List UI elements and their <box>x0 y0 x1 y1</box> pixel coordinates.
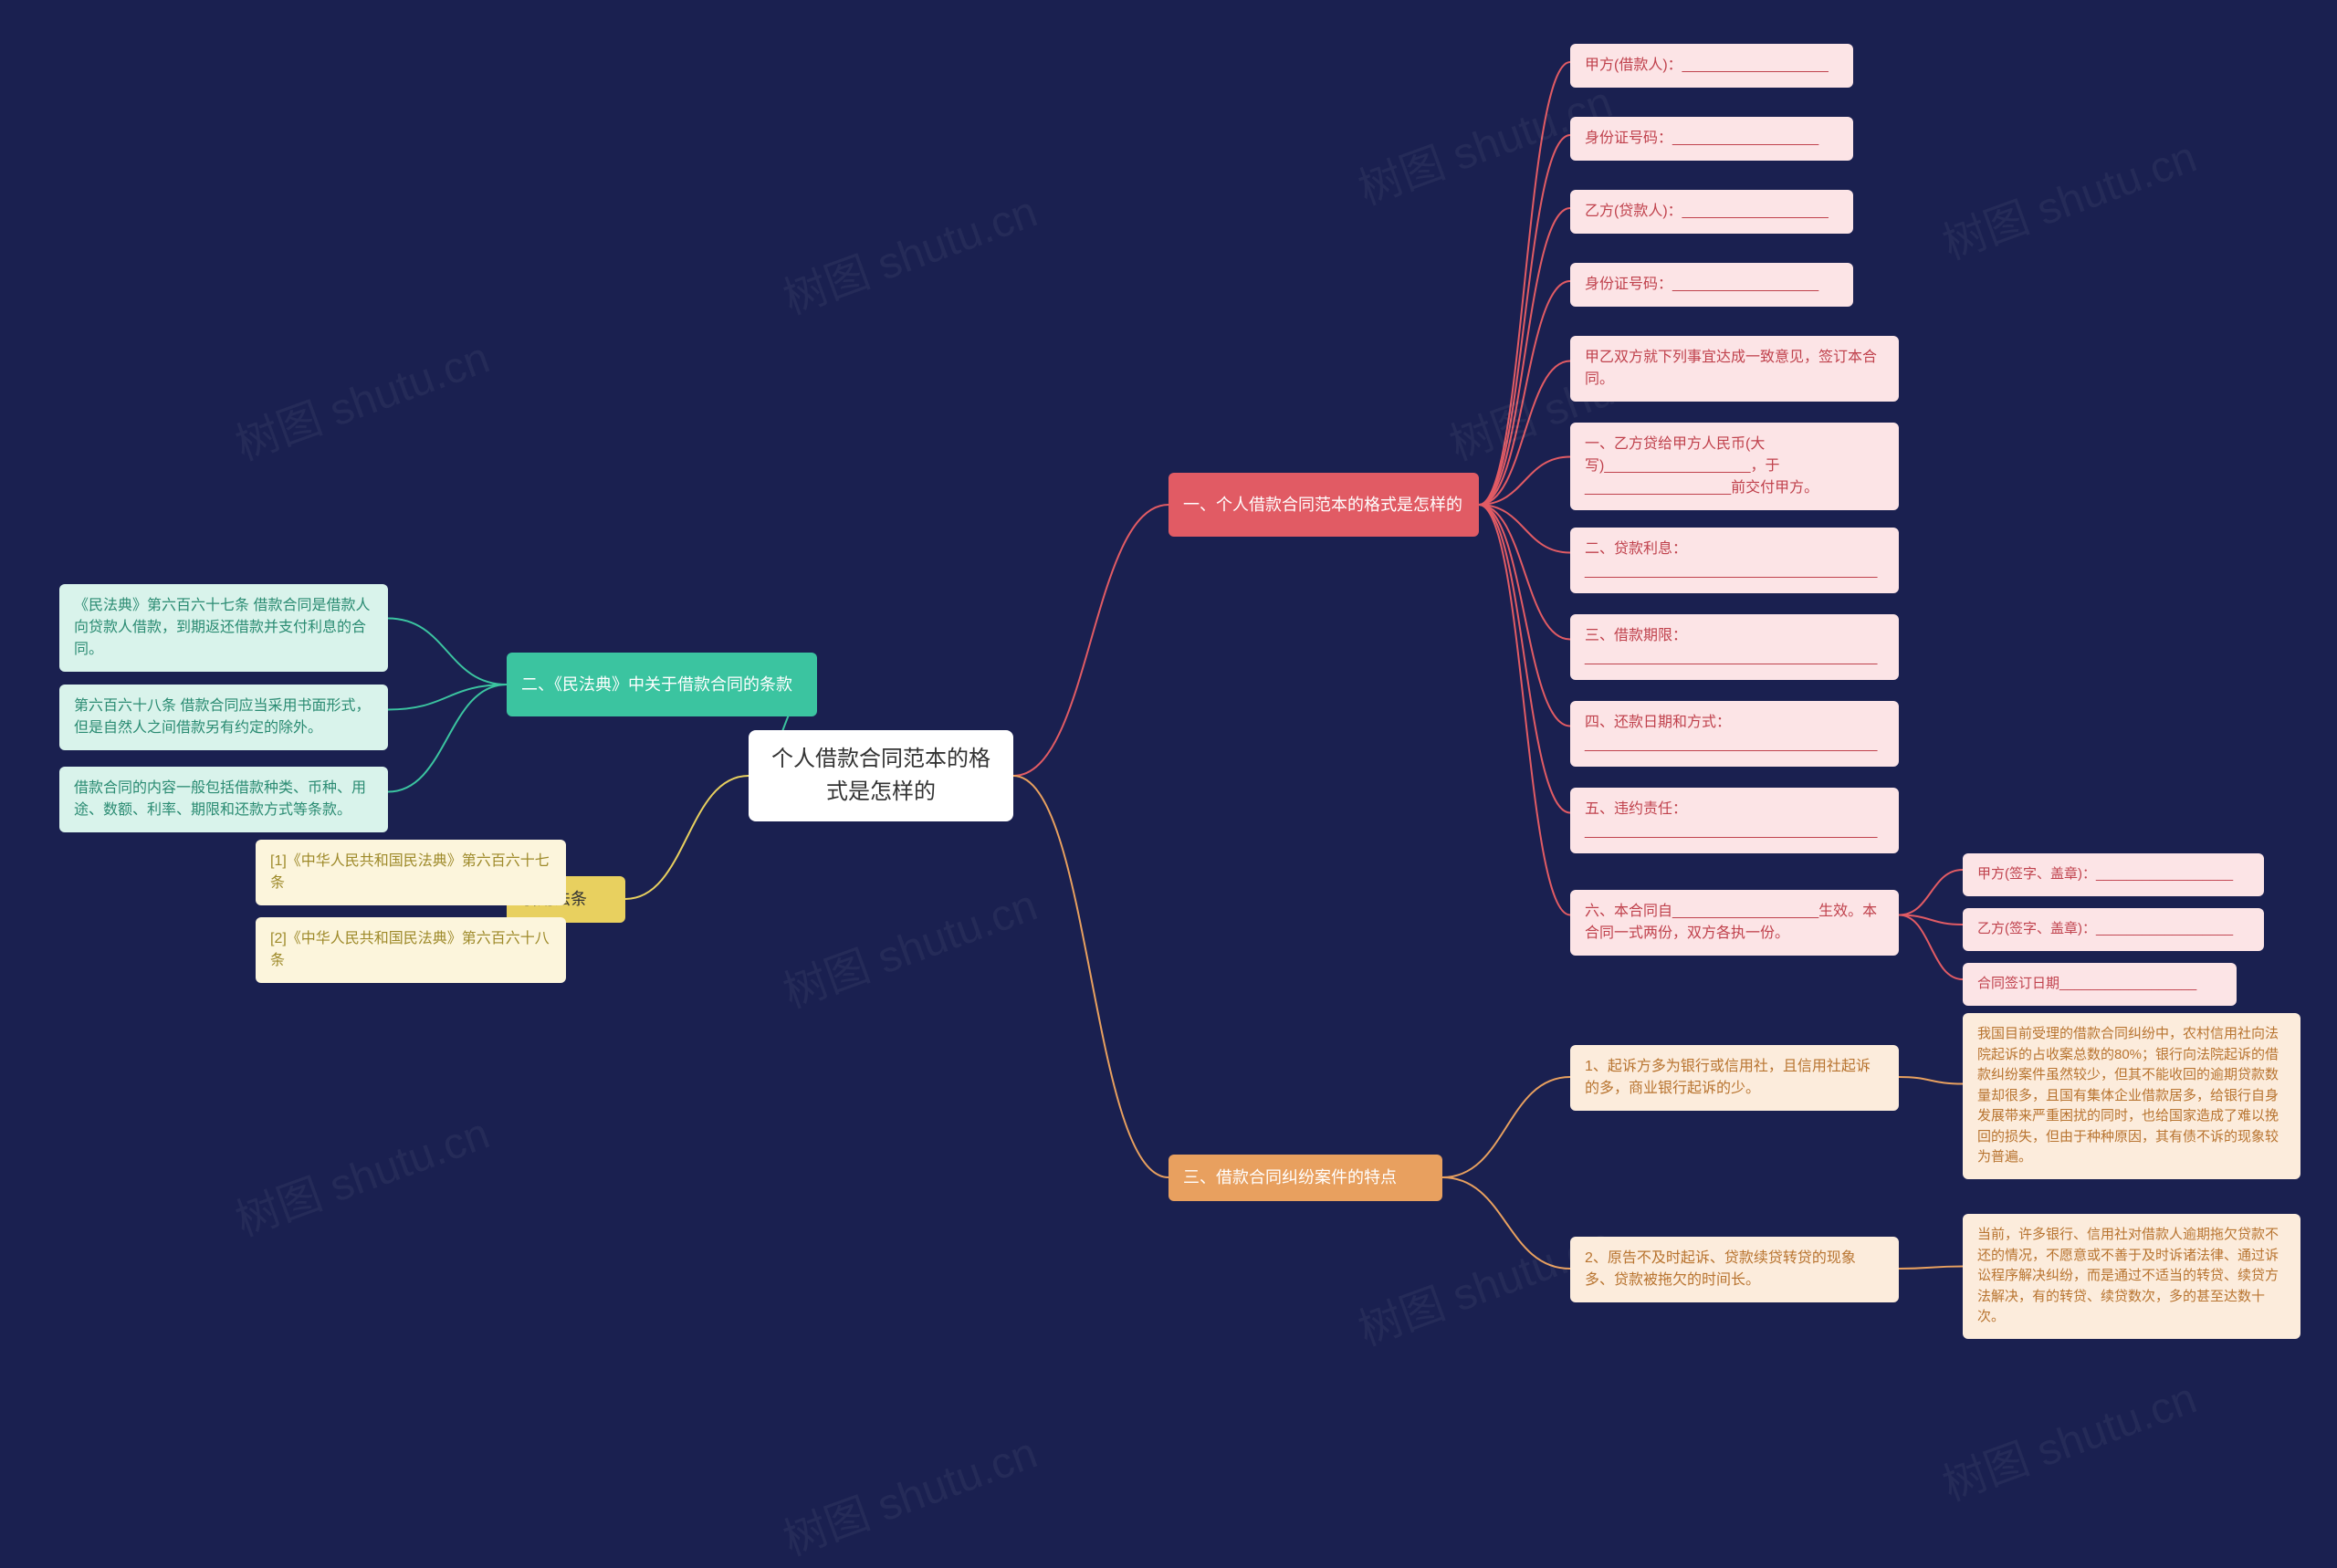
child-r1: [1]《中华人民共和国民法典》第六百六十七条 <box>256 840 566 905</box>
child-d1: 《民法典》第六百六十七条 借款合同是借款人向贷款人借款，到期返还借款并支付利息的… <box>59 584 388 672</box>
sub-f2: 当前，许多银行、信用社对借款人逾期拖欠贷款不还的情况，不愿意或不善于及时诉诸法律… <box>1963 1214 2300 1339</box>
watermark: 树图 shutu.cn <box>773 175 1044 326</box>
child-d3: 借款合同的内容一般包括借款种类、币种、用途、数额、利率、期限和还款方式等条款。 <box>59 767 388 832</box>
child-c6: 一、乙方贷给甲方人民币(大写)__________________，于_____… <box>1570 423 1899 510</box>
child-e2: 2、原告不及时起诉、贷款续贷转贷的现象多、贷款被拖欠的时间长。 <box>1570 1237 1899 1302</box>
watermark: 树图 shutu.cn <box>773 869 1044 1019</box>
watermark: 树图 shutu.cn <box>225 321 497 472</box>
branch-one: 一、个人借款合同范本的格式是怎样的 <box>1168 473 1479 537</box>
child-c4: 身份证号码：__________________ <box>1570 263 1853 307</box>
watermark: 树图 shutu.cn <box>1933 120 2204 271</box>
child-c5: 甲乙双方就下列事宜达成一致意见，签订本合同。 <box>1570 336 1899 402</box>
child-c8: 三、借款期限：_________________________________… <box>1570 614 1899 680</box>
watermark: 树图 shutu.cn <box>225 1097 497 1248</box>
child-c11: 六、本合同自__________________生效。本合同一式两份，双方各执一… <box>1570 890 1899 956</box>
sub-s3: 合同签订日期__________________ <box>1963 963 2237 1006</box>
child-c1: 甲方(借款人)：__________________ <box>1570 44 1853 88</box>
child-c2: 身份证号码：__________________ <box>1570 117 1853 161</box>
child-c9: 四、还款日期和方式：______________________________… <box>1570 701 1899 767</box>
branch-two: 二、《民法典》中关于借款合同的条款 <box>507 653 817 716</box>
child-c3: 乙方(贷款人)：__________________ <box>1570 190 1853 234</box>
child-c10: 五、违约责任：_________________________________… <box>1570 788 1899 853</box>
child-d2: 第六百六十八条 借款合同应当采用书面形式，但是自然人之间借款另有约定的除外。 <box>59 685 388 750</box>
sub-f1: 我国目前受理的借款合同纠纷中，农村信用社向法院起诉的占收案总数的80%；银行向法… <box>1963 1013 2300 1179</box>
child-r2: [2]《中华人民共和国民法典》第六百六十八条 <box>256 917 566 983</box>
sub-s1: 甲方(签字、盖章)：__________________ <box>1963 853 2264 896</box>
branch-three: 三、借款合同纠纷案件的特点 <box>1168 1155 1442 1201</box>
child-e1: 1、起诉方多为银行或信用社，且信用社起诉的多，商业银行起诉的少。 <box>1570 1045 1899 1111</box>
center-node: 个人借款合同范本的格式是怎样的 <box>749 730 1013 821</box>
watermark: 树图 shutu.cn <box>1933 1362 2204 1512</box>
sub-s2: 乙方(签字、盖章)：__________________ <box>1963 908 2264 951</box>
child-c7: 二、贷款利息：_________________________________… <box>1570 528 1899 593</box>
